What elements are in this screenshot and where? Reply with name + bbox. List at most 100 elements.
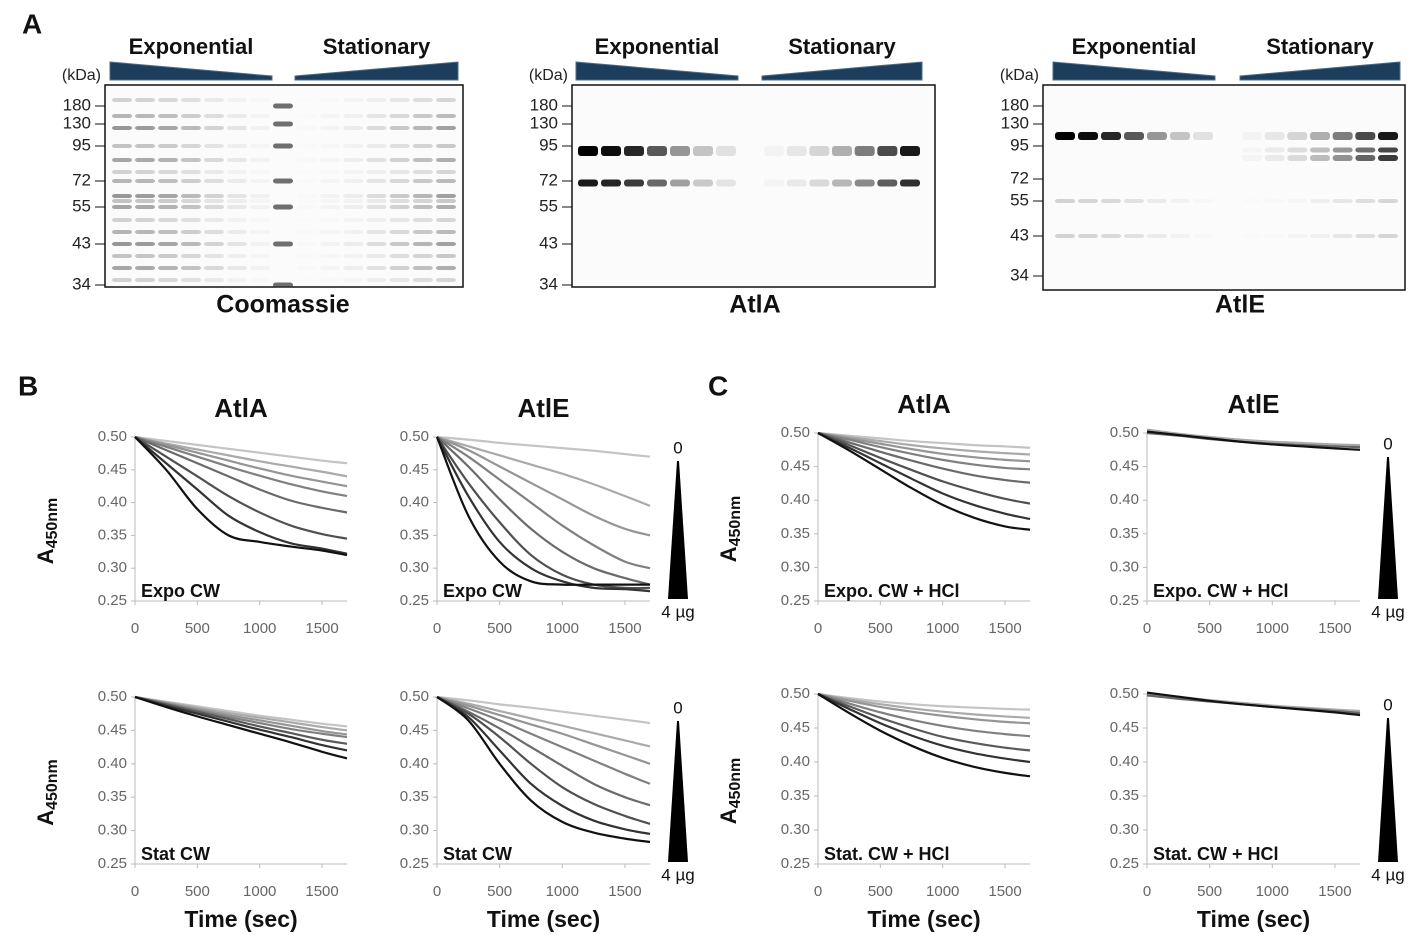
x-tick-label: 500 <box>1197 620 1222 637</box>
x-tick-label: 500 <box>185 883 210 900</box>
group-label: Exponential <box>595 34 720 59</box>
band <box>320 205 340 209</box>
series-line <box>135 437 347 512</box>
band <box>112 170 132 174</box>
y-tick-label: 0.35 <box>781 787 810 804</box>
band <box>320 242 340 246</box>
x-axis-label: Time (sec) <box>867 906 980 932</box>
y-tick-label: 0.40 <box>781 753 810 770</box>
band <box>436 179 456 183</box>
band <box>343 194 363 198</box>
marker-label: 130 <box>63 113 91 132</box>
band <box>250 205 270 209</box>
annotation: Expo CW <box>141 581 220 601</box>
dose-wedge <box>668 721 688 862</box>
band <box>273 122 293 127</box>
band <box>343 170 363 174</box>
band <box>112 98 132 102</box>
band <box>764 146 784 156</box>
dose-wedge <box>1378 718 1398 862</box>
band <box>135 194 155 198</box>
band <box>343 205 363 209</box>
band <box>297 179 317 183</box>
band <box>135 218 155 222</box>
y-tick-label: 0.50 <box>400 688 429 705</box>
band <box>1378 234 1398 238</box>
y-tick-label: 0.30 <box>98 822 127 839</box>
band <box>1287 199 1307 203</box>
band <box>320 218 340 222</box>
band <box>297 230 317 234</box>
band <box>112 179 132 183</box>
x-tick-label: 1000 <box>546 883 579 900</box>
band <box>1265 199 1285 203</box>
band <box>112 242 132 246</box>
annotation: Stat. CW + HCl <box>824 844 950 864</box>
band <box>250 266 270 270</box>
y-tick-label: 0.40 <box>1110 753 1139 770</box>
band <box>436 218 456 222</box>
band <box>273 179 293 184</box>
x-axis-label: Time (sec) <box>1197 906 1310 932</box>
band <box>390 144 410 148</box>
band <box>135 242 155 246</box>
band <box>320 98 340 102</box>
band <box>436 126 456 130</box>
y-tick-label: 0.40 <box>1110 491 1139 508</box>
band <box>320 194 340 198</box>
y-tick-label: 0.30 <box>98 559 127 576</box>
annotation: Expo CW <box>443 581 522 601</box>
band <box>436 199 456 203</box>
y-tick-label: 0.40 <box>98 755 127 772</box>
band <box>227 144 247 148</box>
band <box>1101 132 1121 140</box>
panel-label: A <box>22 8 42 39</box>
band <box>204 278 224 282</box>
band <box>1265 155 1285 161</box>
marker-label: 34 <box>72 274 91 293</box>
y-tick-label: 0.45 <box>400 721 429 738</box>
band <box>320 170 340 174</box>
band <box>670 180 690 187</box>
band <box>1333 155 1353 161</box>
band <box>320 278 340 282</box>
band <box>436 170 456 174</box>
annotation: Expo. CW + HCl <box>824 581 960 601</box>
band <box>112 205 132 209</box>
band <box>1310 199 1330 203</box>
band <box>112 144 132 148</box>
band <box>900 180 920 187</box>
gel-title: AtlE <box>1215 291 1265 319</box>
band <box>413 218 433 222</box>
band <box>877 146 897 156</box>
band <box>204 218 224 222</box>
band <box>601 180 621 187</box>
band <box>1147 132 1167 140</box>
y-axis-label: A450nm <box>716 496 744 563</box>
y-tick-label: 0.40 <box>400 755 429 772</box>
band <box>181 98 201 102</box>
band <box>1124 234 1144 238</box>
y-tick-label: 0.35 <box>1110 525 1139 542</box>
dose-label: 4 µg <box>1371 602 1404 621</box>
band <box>367 98 387 102</box>
band <box>204 194 224 198</box>
x-axis-label: Time (sec) <box>487 906 600 932</box>
band <box>135 179 155 183</box>
band <box>250 98 270 102</box>
band <box>1355 199 1375 203</box>
band <box>624 180 644 187</box>
band <box>367 114 387 118</box>
band <box>181 254 201 258</box>
band <box>204 126 224 130</box>
band <box>250 278 270 282</box>
x-tick-label: 1000 <box>546 620 579 637</box>
band <box>135 144 155 148</box>
band <box>297 144 317 148</box>
band <box>390 230 410 234</box>
band <box>367 144 387 148</box>
wedge <box>295 62 458 80</box>
band <box>1170 199 1190 203</box>
y-tick-label: 0.25 <box>98 592 127 609</box>
band <box>227 179 247 183</box>
